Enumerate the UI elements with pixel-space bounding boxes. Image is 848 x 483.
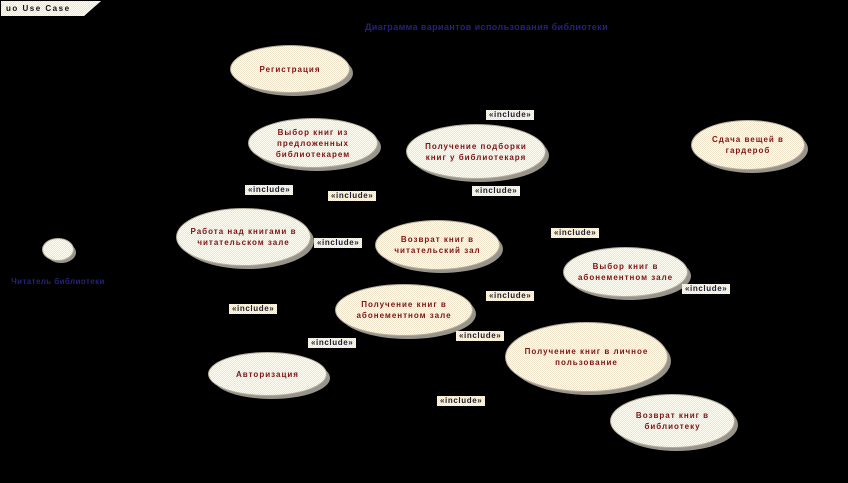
use-case-vybor-knig-iz-predlozhennyh[interactable]: Выбор книг из предложенных библиотекарем	[248, 118, 378, 168]
use-case-rabota-nad-knigami[interactable]: Работа над книгами в читательском зале	[176, 208, 311, 266]
include-stereotype-label[interactable]: «include»	[472, 186, 520, 196]
use-case-label-line: Возврат книг в	[635, 411, 710, 420]
use-case-label-line: Получение книг в личное	[524, 347, 649, 356]
use-case-poluchenie-knig-v-abonementnom-zale[interactable]: Получение книг в абонементном зале	[335, 284, 473, 336]
use-case-label-line: Возврат книг в	[400, 235, 475, 244]
include-stereotype-label[interactable]: «include»	[314, 238, 362, 248]
diagram-frame-tab: uo Use Case	[1, 1, 101, 16]
include-stereotype-label[interactable]: «include»	[245, 185, 293, 195]
use-case-label-line: библиотеку	[644, 422, 701, 431]
use-case-poluchenie-podborki-knig[interactable]: Получение подборки книг у библиотекаря	[406, 124, 546, 179]
use-case-label-line: Регистрация	[259, 64, 321, 74]
use-case-poluchenie-knig-v-lichnoe-polzovanie[interactable]: Получение книг в личное пользование	[505, 322, 668, 392]
diagram-title: Диаграмма вариантов использования библио…	[365, 22, 608, 32]
include-stereotype-label[interactable]: «include»	[437, 396, 485, 406]
use-case-label-line: пользование	[555, 358, 618, 367]
include-stereotype-label[interactable]: «include»	[551, 228, 599, 238]
use-case-label-line: абонементном зале	[356, 311, 452, 320]
use-case-label-line: Выбор книг в	[592, 262, 659, 271]
use-case-vybor-knig-v-abonementnom-zale[interactable]: Выбор книг в абонементном зале	[563, 247, 688, 297]
use-case-vozvrat-knig-v-chitatelskij-zal[interactable]: Возврат книг в читательский зал	[375, 220, 500, 270]
include-stereotype-label[interactable]: «include»	[682, 284, 730, 294]
use-case-label-line: Работа над книгами в	[190, 227, 297, 236]
use-case-label-line: библиотекарем	[275, 149, 351, 159]
use-case-label-line: гардероб	[725, 146, 771, 155]
use-case-vozvrat-knig-v-biblioteku[interactable]: Возврат книг в библиотеку	[610, 394, 735, 448]
use-case-label-line: абонементном зале	[577, 273, 674, 282]
actor-reader-label: Читатель библиотеки	[11, 277, 105, 286]
use-case-label-line: Авторизация	[236, 369, 299, 379]
use-case-label-line: читательский зал	[394, 246, 481, 255]
use-case-avtorizaciya[interactable]: Авторизация	[208, 352, 327, 396]
diagram-frame-tab-label: uo Use Case	[6, 4, 71, 13]
use-case-label-line: Выбор книг из	[277, 127, 349, 137]
include-stereotype-label[interactable]: «include»	[229, 304, 277, 314]
use-case-label-line: читательском зале	[197, 238, 290, 247]
use-case-label-line: Получение книг в	[361, 300, 447, 309]
use-case-sdacha-veschej-v-garderob[interactable]: Сдача вещей в гардероб	[691, 120, 805, 170]
use-case-label-line: книг у библиотекаря	[425, 152, 527, 162]
use-case-label-line: Получение подборки	[425, 141, 527, 151]
use-case-registraciya[interactable]: Регистрация	[230, 45, 350, 93]
include-stereotype-label[interactable]: «include»	[456, 331, 504, 341]
use-case-label-line: Сдача вещей в	[712, 135, 784, 144]
include-stereotype-label[interactable]: «include»	[486, 110, 534, 120]
include-stereotype-label[interactable]: «include»	[308, 338, 356, 348]
use-case-label-line: предложенных	[277, 138, 349, 148]
include-stereotype-label[interactable]: «include»	[486, 291, 534, 301]
include-stereotype-label[interactable]: «include»	[328, 191, 376, 201]
actor-reader-icon[interactable]	[42, 238, 74, 261]
